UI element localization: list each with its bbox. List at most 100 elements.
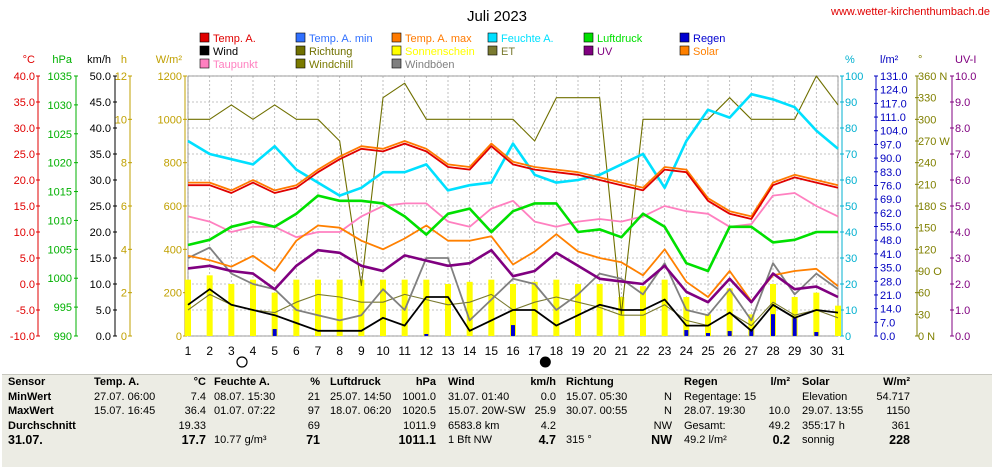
axis-label-uv: 4.0 xyxy=(955,227,970,239)
stats-row-label-max: MaxWert xyxy=(8,405,54,417)
sunshine-bar xyxy=(835,305,841,336)
axis-label-temp: -5.0 xyxy=(16,305,35,317)
chart-legend: Temp. A. Temp. A. min Temp. A. max Feuchte … xyxy=(199,32,725,71)
x-tick-label: 25 xyxy=(701,344,715,358)
legend-swatch xyxy=(679,32,690,43)
axis-label-wind: 20.0 xyxy=(90,227,111,239)
axis-label-pressure: 1035 xyxy=(48,71,72,83)
statistics-table: Sensor MinWert MaxWert Durchschnitt 31.0… xyxy=(2,374,992,467)
series-line-uv xyxy=(187,248,839,304)
axis-unit-humidity: % xyxy=(845,54,855,66)
sunshine-bar xyxy=(596,284,603,336)
x-tick-label: 30 xyxy=(810,344,824,358)
axis-label-rain: 28.0 xyxy=(880,276,901,288)
sunshine-bar xyxy=(423,279,430,336)
axis-label-rain: 0.0 xyxy=(880,331,895,343)
axis-label-humidity: 70 xyxy=(845,149,857,161)
axis-label-direction: 180 S xyxy=(918,201,947,213)
stats-temp-header: Temp. A. xyxy=(94,376,140,388)
legend-label: Temp. A. max xyxy=(405,33,472,45)
site-url-link[interactable]: www.wetter-kirchenthumbach.de xyxy=(830,6,990,18)
moon-phase-markers xyxy=(236,356,551,368)
stats-pressure-min-value: 1001.0 xyxy=(402,390,436,403)
stats-humidity-max-value: 97 xyxy=(307,405,320,417)
stats-rain-month-note: 49.2 l/m² xyxy=(684,434,727,446)
stats-wind-max-dir: 20W-SW xyxy=(481,405,526,417)
stats-wind-min-time: 01:40 xyxy=(481,390,510,403)
axis-label-direction: 360 N xyxy=(918,71,947,83)
stats-pressure-max-date: 18.07. xyxy=(330,405,361,417)
axis-label-temp: 35.0 xyxy=(14,97,35,109)
stats-row-label-min: MinWert xyxy=(8,390,52,403)
stats-temp-max-time: 16:45 xyxy=(127,405,156,417)
axis-label-humidity: 100 xyxy=(845,71,863,83)
axis-label-pressure: 1015 xyxy=(48,187,72,199)
stats-solar-sunhours: 355:17 h xyxy=(802,419,845,432)
stats-sensor-column: Sensor MinWert MaxWert Durchschnitt 31.0… xyxy=(8,375,86,467)
sunshine-bar xyxy=(358,279,365,336)
stats-humidity-unit: % xyxy=(310,376,320,388)
series-line-temp-a-max xyxy=(188,140,839,218)
stats-solar-current: 228 xyxy=(889,433,910,447)
axis-label-sun: 8 xyxy=(121,158,127,170)
stats-solar-column: Solar W/m² Elevation 54.717 29.07. 13:55 11… xyxy=(802,375,910,467)
stats-humidity-min-time: 15:30 xyxy=(247,390,276,403)
legend-swatch xyxy=(295,32,306,43)
rain-bar xyxy=(771,314,775,336)
legend-label: ET xyxy=(501,46,515,58)
legend-swatch xyxy=(391,32,402,43)
rain-bar xyxy=(814,332,819,336)
stats-rain-current: 0.2 xyxy=(772,433,790,447)
axis-label-rain: 117.0 xyxy=(880,98,907,110)
axis-label-pressure: 1005 xyxy=(48,244,72,256)
rain-bar xyxy=(792,318,797,336)
axis-label-wind: 5.0 xyxy=(96,305,111,317)
stats-direction-header: Richtung xyxy=(566,376,614,388)
axis-label-temp: 0.0 xyxy=(20,279,35,291)
x-tick-label: 24 xyxy=(680,344,694,358)
x-tick-label: 31 xyxy=(831,344,845,358)
legend-swatch xyxy=(295,58,306,69)
x-tick-label: 14 xyxy=(463,344,477,358)
axis-label-humidity: 60 xyxy=(845,175,857,187)
stats-rain-days: Regentage: 15 xyxy=(684,390,757,403)
legend-swatch xyxy=(391,58,402,69)
x-tick-label: 3 xyxy=(228,344,235,358)
sunshine-bar xyxy=(445,284,451,336)
stats-wind-column: Wind km/h 31.07. 01:40 0.0 15.07. 20W-SW 25… xyxy=(448,375,556,467)
axis-label-wind: 25.0 xyxy=(90,201,111,213)
axis-label-solar: 1200 xyxy=(158,71,182,83)
axis-label-uv: 1.0 xyxy=(955,305,970,317)
chart-bars xyxy=(185,275,841,336)
stats-direction-min-time: 05:30 xyxy=(599,390,628,403)
axis-label-rain: 55.0 xyxy=(880,222,901,234)
axis-label-solar: 600 xyxy=(164,201,182,213)
axis-label-wind: 40.0 xyxy=(90,123,111,135)
axis-label-humidity: 50 xyxy=(845,201,857,213)
legend-swatch xyxy=(199,32,210,43)
legend-label: Windchill xyxy=(309,59,353,71)
x-tick-label: 26 xyxy=(723,344,737,358)
stats-wind-avg-value: 4.2 xyxy=(540,419,556,432)
x-tick-label: 21 xyxy=(615,344,629,358)
axis-label-pressure: 990 xyxy=(54,331,72,343)
axis-label-temp: 30.0 xyxy=(14,123,35,135)
stats-temp-column: Temp. A. °C 27.07. 06:00 7.4 15.07. 16:45 3… xyxy=(94,375,206,467)
axis-label-direction: 300 xyxy=(918,114,936,126)
full-moon-icon xyxy=(236,356,248,368)
stats-direction-avg-value: NW xyxy=(653,419,672,432)
axis-label-direction: 330 xyxy=(918,93,936,105)
stats-date-today: 31.07. xyxy=(8,433,43,447)
stats-solar-elevation-value: 54.717 xyxy=(876,390,910,403)
legend-label: Regen xyxy=(693,33,725,45)
axis-label-rain: 83.0 xyxy=(880,167,901,179)
axis-label-direction: 60 xyxy=(918,288,930,300)
rain-bar xyxy=(511,325,515,336)
axis-label-humidity: 80 xyxy=(845,123,857,135)
stats-solar-elevation-label: Elevation xyxy=(802,390,848,403)
x-tick-label: 1 xyxy=(185,344,192,358)
axis-label-direction: 0 N xyxy=(918,331,935,343)
axis-label-sun: 0 xyxy=(121,331,127,343)
stats-temp-avg-value: 19.33 xyxy=(178,419,206,432)
stats-solar-avg-value: 361 xyxy=(891,419,910,432)
